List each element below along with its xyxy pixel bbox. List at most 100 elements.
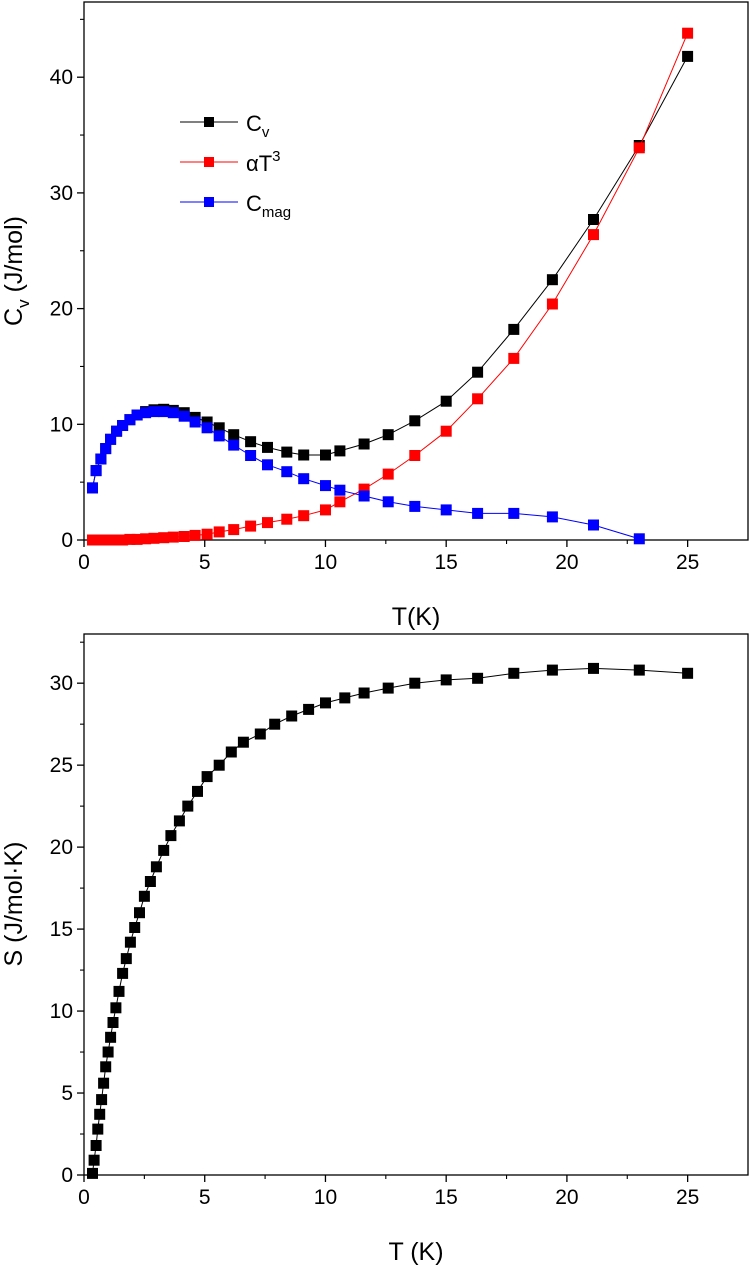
top-y-tick-label: 10 [50, 413, 73, 436]
top-point-cmag [245, 450, 257, 461]
bottom-point-s [107, 1017, 119, 1028]
top-point-at3 [213, 526, 225, 538]
top-point-cv [546, 274, 558, 286]
bottom-point-s [124, 936, 136, 948]
top-point-at3 [124, 533, 136, 545]
top-point-at3 [281, 513, 293, 525]
bottom-point-s [105, 1031, 117, 1043]
bottom-y-tick-label: 15 [50, 918, 73, 941]
bottom-point-s [192, 785, 203, 797]
top-point-at3 [382, 468, 394, 480]
top-point-cv [382, 429, 394, 441]
top-point-cv [358, 438, 370, 450]
top-point-cmag [167, 407, 179, 419]
bottom-point-s [182, 800, 194, 812]
top-point-cmag [111, 425, 123, 437]
bottom-point-s [138, 890, 150, 902]
top-point-cv [472, 366, 484, 378]
top-point-cv [508, 323, 520, 335]
top-point-cmag [334, 484, 346, 496]
top-point-cmag [472, 507, 484, 519]
top-x-tick-label: 15 [435, 551, 458, 574]
top-point-at3 [472, 393, 484, 405]
top-point-cv [334, 445, 346, 457]
top-point-at3 [409, 450, 421, 461]
bottom-point-s [254, 728, 266, 740]
top-y-tick-label: 30 [50, 182, 73, 205]
top-x-tick-label: 20 [555, 551, 578, 574]
legend-marker-cmag [204, 197, 214, 207]
bottom-series-line-s [92, 667, 688, 1174]
top-point-cmag [228, 439, 240, 451]
top-point-at3 [440, 425, 452, 437]
bottom-point-s [98, 1077, 110, 1089]
legend-marker-at3 [204, 157, 214, 167]
legend-entry-cv: Cv [180, 111, 270, 141]
top-point-at3 [320, 504, 331, 516]
top-plot-frame [83, 1, 749, 541]
entropy-panel: 0 5 10 15 20 25 0 5 10 15 20 25 30 T (K) S (J/mol·K) [0, 633, 749, 1266]
top-point-cv [201, 416, 213, 428]
top-point-cmag [382, 496, 394, 508]
bottom-point-s [129, 922, 141, 933]
top-point-cmag [262, 459, 273, 471]
bottom-point-s [508, 667, 520, 679]
bottom-point-s [409, 677, 421, 689]
top-point-cmag [87, 482, 98, 494]
top-point-cmag [95, 453, 107, 465]
top-point-cv [281, 446, 293, 458]
top-y-label-base: C [0, 308, 28, 326]
top-axis-ticks: 0 5 10 15 20 25 0 10 20 30 40 [50, 18, 699, 574]
bottom-point-s [286, 710, 298, 722]
bottom-point-s [87, 1167, 98, 1179]
top-x-tick-label: 10 [314, 551, 337, 574]
bottom-point-s [173, 815, 185, 827]
bottom-point-s [237, 736, 249, 748]
top-point-at3 [508, 352, 520, 364]
bottom-x-tick-label: 20 [555, 1186, 578, 1209]
bottom-point-s [110, 1002, 122, 1014]
bottom-point-s [144, 876, 156, 887]
bottom-y-tick-label: 5 [61, 1082, 73, 1105]
bottom-point-s [225, 746, 237, 758]
top-point-cmag [158, 406, 170, 418]
top-point-cmag [281, 466, 293, 478]
top-y-tick-label: 20 [50, 298, 73, 321]
top-point-at3 [298, 510, 310, 522]
top-y-tick-label: 40 [50, 66, 73, 89]
bottom-point-s [339, 692, 351, 704]
bottom-point-s [88, 1154, 100, 1166]
bottom-point-s [150, 861, 162, 873]
top-point-at3 [546, 298, 558, 310]
top-point-at3 [148, 532, 160, 544]
top-point-cv [228, 429, 240, 441]
top-point-cv [320, 449, 331, 461]
bottom-x-tick-label: 25 [676, 1186, 699, 1209]
top-point-at3 [105, 534, 117, 546]
top-point-cmag [213, 430, 225, 442]
bottom-axis-ticks: 0 5 10 15 20 25 0 5 10 15 20 25 30 [50, 641, 699, 1209]
top-point-cmag [320, 480, 331, 492]
top-point-at3 [358, 483, 370, 495]
top-point-at3 [334, 496, 346, 508]
bottom-y-axis-label: S (J/mol·K) [0, 842, 28, 967]
top-point-at3 [682, 27, 694, 39]
bottom-point-s [158, 844, 170, 856]
top-x-tick-label: 0 [78, 551, 90, 574]
top-y-label-rest: (J/mol) [0, 216, 28, 299]
legend: Cv αT3 Cmag [180, 111, 291, 221]
bottom-y-tick-label: 0 [61, 1164, 73, 1187]
legend-label-cv: Cv [246, 111, 270, 141]
top-point-at3 [245, 520, 257, 532]
top-point-cmag [90, 465, 102, 477]
bottom-point-s [382, 682, 394, 694]
bottom-point-s [201, 771, 213, 783]
top-point-cmag [201, 422, 213, 434]
bottom-point-s [303, 703, 315, 715]
top-point-cmag [117, 420, 129, 431]
top-series-group [87, 27, 694, 546]
bottom-point-s [269, 718, 281, 730]
bottom-x-axis-label: T (K) [388, 1238, 443, 1266]
top-point-at3 [167, 531, 179, 543]
